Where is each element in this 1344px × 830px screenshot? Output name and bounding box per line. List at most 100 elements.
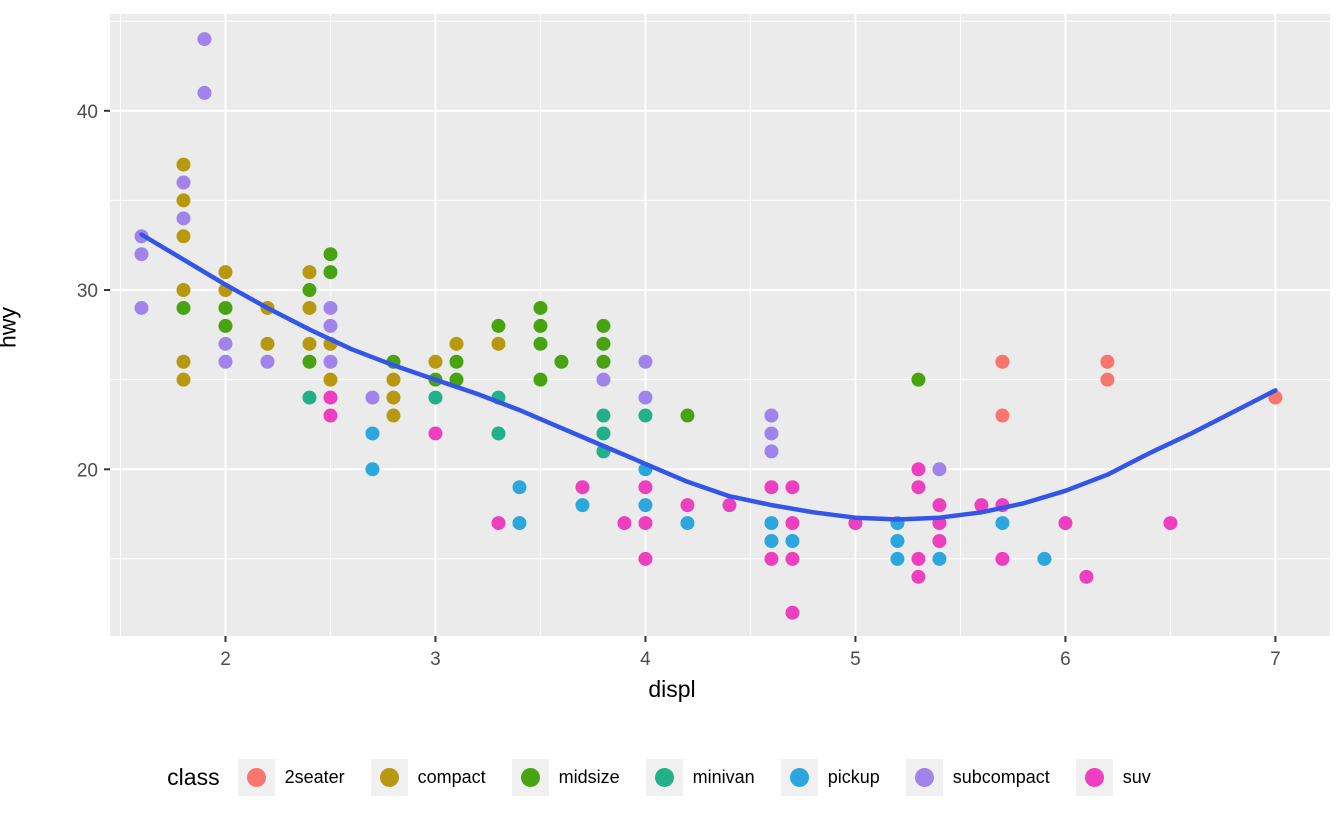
legend-key xyxy=(780,758,818,796)
data-point-suv xyxy=(764,551,779,566)
data-point-suv xyxy=(932,498,947,513)
data-point-subcompact xyxy=(218,336,233,351)
legend-dot-icon xyxy=(654,767,674,787)
data-point-pickup xyxy=(575,498,590,513)
data-point-2seater xyxy=(995,354,1010,369)
data-point-suv xyxy=(911,551,926,566)
data-point-suv xyxy=(1058,516,1073,531)
data-point-subcompact xyxy=(764,444,779,459)
data-point-compact xyxy=(218,265,233,280)
legend-key xyxy=(370,758,408,796)
data-point-compact xyxy=(302,336,317,351)
legend-item-compact: compact xyxy=(370,758,486,796)
data-point-midsize xyxy=(533,300,548,315)
data-point-suv xyxy=(617,516,632,531)
data-point-suv xyxy=(428,426,443,441)
x-tick-label: 6 xyxy=(1060,649,1071,670)
data-point-pickup xyxy=(890,533,905,548)
data-point-subcompact xyxy=(218,354,233,369)
data-point-midsize xyxy=(218,318,233,333)
data-point-minivan xyxy=(596,408,611,423)
x-tick-label: 3 xyxy=(430,649,441,670)
x-tick-label: 5 xyxy=(850,649,861,670)
data-point-suv xyxy=(785,480,800,495)
data-point-compact xyxy=(323,372,338,387)
legend-item-suv: suv xyxy=(1075,758,1151,796)
legend-title: class xyxy=(167,763,220,790)
data-point-midsize xyxy=(596,336,611,351)
data-point-suv xyxy=(1163,516,1178,531)
data-point-midsize xyxy=(491,318,506,333)
data-point-midsize xyxy=(449,354,464,369)
data-point-midsize xyxy=(533,372,548,387)
data-point-suv xyxy=(722,498,737,513)
legend-item-subcompact: subcompact xyxy=(905,758,1050,796)
data-point-compact xyxy=(176,354,191,369)
x-axis-title: displ xyxy=(648,676,696,702)
data-point-subcompact xyxy=(596,372,611,387)
data-point-midsize xyxy=(449,372,464,387)
data-point-compact xyxy=(176,229,191,244)
data-point-compact xyxy=(428,354,443,369)
legend-dot-icon xyxy=(520,767,540,787)
data-point-subcompact xyxy=(197,32,212,47)
legend-dot-icon xyxy=(1084,767,1104,787)
data-point-midsize xyxy=(596,354,611,369)
legend-dot-icon xyxy=(914,767,934,787)
data-point-suv xyxy=(638,516,653,531)
data-point-minivan xyxy=(491,426,506,441)
data-point-compact xyxy=(176,193,191,208)
data-point-subcompact xyxy=(260,354,275,369)
data-point-pickup xyxy=(365,426,380,441)
plot-panel xyxy=(110,14,1330,636)
data-point-midsize xyxy=(176,300,191,315)
data-point-suv xyxy=(911,462,926,477)
data-point-midsize xyxy=(533,318,548,333)
data-point-midsize xyxy=(554,354,569,369)
x-tick-label: 4 xyxy=(640,649,651,670)
legend-key xyxy=(905,758,943,796)
x-tick-label: 2 xyxy=(220,649,231,670)
data-point-pickup xyxy=(932,551,947,566)
data-point-suv xyxy=(911,569,926,584)
data-point-subcompact xyxy=(365,390,380,405)
data-point-subcompact xyxy=(134,300,149,315)
data-point-subcompact xyxy=(638,354,653,369)
data-point-suv xyxy=(491,516,506,531)
data-point-suv xyxy=(638,480,653,495)
data-point-pickup xyxy=(512,480,527,495)
data-point-pickup xyxy=(1037,551,1052,566)
data-point-compact xyxy=(176,283,191,298)
legend-dot-icon xyxy=(246,767,266,787)
data-point-suv xyxy=(974,498,989,513)
data-point-pickup xyxy=(995,516,1010,531)
data-point-suv xyxy=(680,498,695,513)
legend-label: 2seater xyxy=(284,766,345,787)
data-point-suv xyxy=(575,480,590,495)
data-point-subcompact xyxy=(323,300,338,315)
data-point-subcompact xyxy=(176,211,191,226)
data-point-midsize xyxy=(680,408,695,423)
data-point-pickup xyxy=(638,498,653,513)
data-point-midsize xyxy=(911,372,926,387)
data-point-pickup xyxy=(764,516,779,531)
data-point-subcompact xyxy=(323,354,338,369)
data-point-subcompact xyxy=(932,462,947,477)
data-point-pickup xyxy=(890,551,905,566)
legend-key xyxy=(1075,758,1113,796)
y-axis-title: hwy xyxy=(0,307,21,348)
data-point-subcompact xyxy=(134,247,149,262)
data-point-2seater xyxy=(1100,372,1115,387)
data-point-subcompact xyxy=(764,408,779,423)
data-point-suv xyxy=(932,533,947,548)
data-point-minivan xyxy=(302,390,317,405)
data-point-pickup xyxy=(365,462,380,477)
data-point-suv xyxy=(911,480,926,495)
data-point-compact xyxy=(176,157,191,172)
data-point-suv xyxy=(785,605,800,620)
data-point-minivan xyxy=(428,390,443,405)
legend-label: suv xyxy=(1122,766,1151,787)
legend-key xyxy=(645,758,683,796)
